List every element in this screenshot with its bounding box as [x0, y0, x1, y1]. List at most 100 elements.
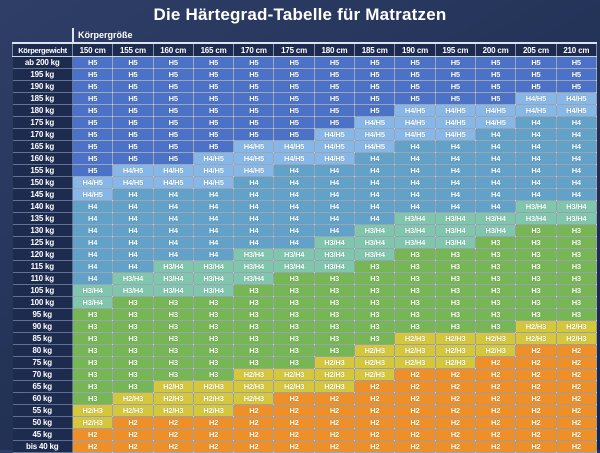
- cell: H4: [273, 224, 315, 237]
- cell: H5: [71, 128, 114, 141]
- cell: H3/H4: [112, 272, 154, 285]
- table-row: 85 kg H3 H3 H3 H3 H3 H3 H3 H3 H2/H3 H2/H3 H2/H3 H2/H…: [12, 332, 598, 345]
- cell: H4: [273, 236, 315, 249]
- cell: H3: [152, 332, 194, 345]
- cell: H4: [71, 236, 114, 249]
- cell: H4: [273, 188, 315, 201]
- cell: H3: [71, 380, 114, 393]
- cell: H5: [273, 68, 315, 81]
- cell: H4: [112, 200, 154, 213]
- cell: H3: [233, 344, 275, 357]
- row-header: 185 kg: [12, 92, 73, 105]
- cell: H5: [354, 56, 396, 69]
- cell: H2: [434, 416, 476, 429]
- cell: H3: [394, 320, 436, 333]
- cell: H4: [555, 116, 598, 129]
- cell: H4: [515, 188, 557, 201]
- table-header: Körpergewicht 150 cm 155 cm 160 cm 165 cm 17…: [12, 42, 598, 57]
- cell: H5: [273, 116, 315, 129]
- table-row: 60 kg H3 H2/H3 H2/H3 H2/H3 H2/H3 H2 H2 H2 H2 H2 H2 H…: [12, 392, 598, 405]
- cell: H4: [515, 152, 557, 165]
- cell: H4: [515, 176, 557, 189]
- cell: H3/H4: [434, 224, 476, 237]
- row-header: 110 kg: [12, 272, 73, 285]
- cell: H2/H3: [394, 356, 436, 369]
- row-header: 140 kg: [12, 200, 73, 213]
- table-row: 80 kg H3 H3 H3 H3 H3 H3 H3 H2/H3 H2/H3 H2/H3 H2/H3 H…: [12, 344, 598, 357]
- cell: H4: [112, 248, 154, 261]
- cell: H5: [192, 68, 235, 81]
- table-row: 65 kg H3 H3 H2/H3 H2/H3 H2/H3 H2/H3 H2/H3 H2 H2 H2…: [12, 380, 598, 393]
- cell: H3: [192, 344, 235, 357]
- cell: H4: [192, 248, 235, 261]
- cell: H4/H5: [71, 188, 114, 201]
- row-header: 180 kg: [12, 104, 73, 117]
- cell: H3: [192, 320, 235, 333]
- table-row: 125 kg H4 H4 H4 H4 H4 H4 H3/H4 H3/H4 H3/H4 H3/H4 H3…: [12, 236, 598, 249]
- cell: H2/H3: [233, 380, 275, 393]
- cell: H2: [474, 380, 517, 393]
- table-area: Körpergröße Körpergewicht 150 cm 155 cm 16…: [12, 28, 598, 453]
- cell: H4: [112, 212, 154, 225]
- cell: H5: [152, 56, 194, 69]
- cell: H2/H3: [233, 392, 275, 405]
- cell: H2/H3: [273, 380, 315, 393]
- cell: H3/H4: [233, 260, 275, 273]
- cell: H5: [273, 128, 315, 141]
- cell: H2: [273, 428, 315, 441]
- cell: H5: [555, 56, 598, 69]
- row-header: 45 kg: [12, 428, 73, 441]
- row-header: 155 kg: [12, 164, 73, 177]
- column-header: 200 cm: [474, 42, 517, 57]
- cell: H5: [112, 140, 154, 153]
- table-row: 50 kg H2/H3 H2 H2 H2 H2 H2 H2 H2 H2 H2 H2 H2 H2: [12, 416, 598, 429]
- cell: H3/H4: [192, 272, 235, 285]
- cell: H4: [71, 272, 114, 285]
- cell: H4/H5: [434, 104, 476, 117]
- cell: H5: [434, 92, 476, 105]
- cell: H3: [233, 284, 275, 297]
- cell: H4: [192, 236, 235, 249]
- cell: H4/H5: [152, 176, 194, 189]
- cell: H4/H5: [474, 104, 517, 117]
- cell: H2: [515, 380, 557, 393]
- cell: H2: [394, 440, 436, 453]
- cell: H2: [555, 440, 598, 453]
- cell: H5: [112, 68, 154, 81]
- cell: H2/H3: [394, 332, 436, 345]
- cell: H3: [112, 344, 154, 357]
- cell: H2: [354, 392, 396, 405]
- cell: H4: [152, 188, 194, 201]
- cell: H3/H4: [313, 236, 356, 249]
- cell: H3/H4: [474, 212, 517, 225]
- cell: H3: [273, 320, 315, 333]
- cell: H3: [233, 332, 275, 345]
- cell: H4: [394, 188, 436, 201]
- cell: H3: [71, 368, 114, 381]
- table-row: 170 kg H5 H5 H5 H5 H5 H5 H4/H5 H4/H5 H4/H5 H4/H5 H4…: [12, 128, 598, 141]
- cell: H5: [434, 68, 476, 81]
- cell: H4: [354, 152, 396, 165]
- cell: H5: [474, 56, 517, 69]
- cell: H5: [394, 80, 436, 93]
- cell: H3: [515, 284, 557, 297]
- cell: H3: [71, 392, 114, 405]
- column-header: 195 cm: [434, 42, 476, 57]
- cell: H4: [394, 176, 436, 189]
- table-row: 115 kg H4 H4 H3/H4 H3/H4 H3/H4 H3/H4 H3/H4 H3 H3 H…: [12, 260, 598, 273]
- cell: H5: [233, 56, 275, 69]
- cell: H2/H3: [192, 404, 235, 417]
- cell: H3/H4: [515, 200, 557, 213]
- table-row: 95 kg H3 H3 H3 H3 H3 H3 H3 H3 H3 H3 H3 H3 H3: [12, 308, 598, 321]
- table-row: 110 kg H4 H3/H4 H3/H4 H3/H4 H3/H4 H3 H3 H3 H3 H3 H3…: [12, 272, 598, 285]
- cell: H3: [394, 260, 436, 273]
- cell: H3: [112, 332, 154, 345]
- cell: H2/H3: [515, 332, 557, 345]
- cell: H2/H3: [313, 368, 356, 381]
- row-header: 75 kg: [12, 356, 73, 369]
- cell: H3: [152, 356, 194, 369]
- cell: H2/H3: [434, 356, 476, 369]
- cell: H5: [233, 116, 275, 129]
- cell: H5: [71, 164, 114, 177]
